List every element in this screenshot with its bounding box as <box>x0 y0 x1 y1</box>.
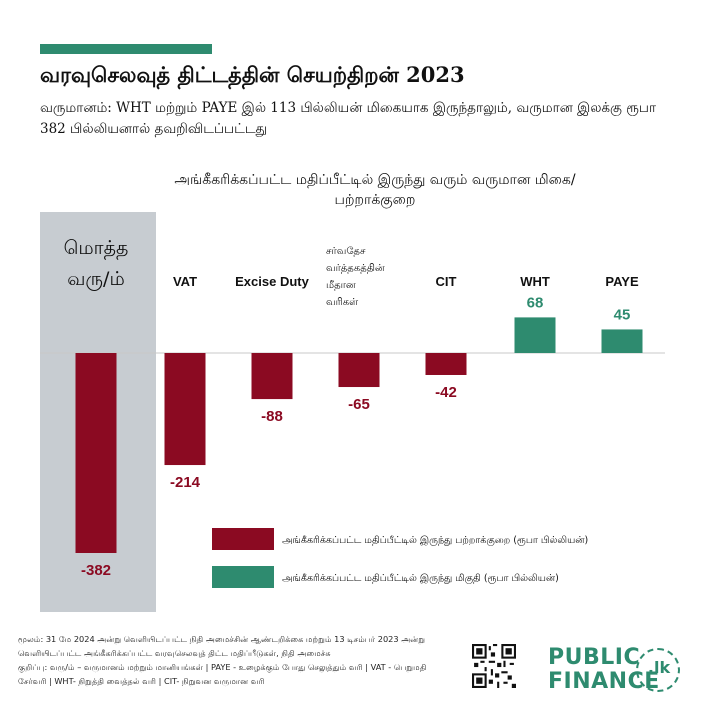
bar-1 <box>164 353 206 466</box>
category-label-1: VAT <box>173 274 197 289</box>
page-title: வரவுசெலவுத் திட்டத்தின் செயற்திறன் 2023 <box>40 62 465 87</box>
chart-title: அங்கீகரிக்கப்பட்ட மதிப்பீட்டில் இருந்து … <box>174 172 576 208</box>
category-label-5: WHT <box>520 274 550 289</box>
page-subtitle: வருமானம்: WHT மற்றும் PAYE இல் 113 பில்ல… <box>40 100 657 137</box>
value-label-6: 45 <box>614 306 631 323</box>
bar-2 <box>251 353 293 400</box>
category-label-0-0: மொத்த <box>64 237 129 260</box>
accent-bar <box>40 44 212 54</box>
category-label-3-1: வர்த்தகத்தின் <box>326 263 385 274</box>
value-label-2: -88 <box>261 408 283 425</box>
bar-6 <box>601 329 643 353</box>
abbreviation-note: குறிப்பு: வரு/ம் – வருமானம் மற்றும் மானி… <box>18 662 427 686</box>
category-label-6: PAYE <box>605 274 639 289</box>
category-label-3-0: சர்வதேச <box>326 246 366 257</box>
bar-5 <box>514 317 556 353</box>
legend-swatch-1 <box>212 566 274 588</box>
value-label-3: -65 <box>348 396 370 413</box>
legend-label-0: அங்கீகரிக்கப்பட்ட மதிப்பீட்டில் இருந்து … <box>282 535 588 547</box>
value-label-1: -214 <box>170 474 201 491</box>
brand-circle-icon <box>636 648 680 692</box>
brand-line1: PUBLIC <box>548 645 641 670</box>
legend-label-1: அங்கீகரிக்கப்பட்ட மதிப்பீட்டில் இருந்து … <box>282 573 559 585</box>
value-label-0: -382 <box>81 562 111 579</box>
category-label-4: CIT <box>436 274 457 289</box>
bar-0 <box>75 353 117 553</box>
footer-notes: மூலம்: 31 மே 2024 அன்று வெளியிடப்பட்ட நி… <box>18 632 448 688</box>
bar-3 <box>338 353 380 388</box>
value-label-4: -42 <box>435 384 457 401</box>
qr-code-icon <box>472 644 516 688</box>
brand-suffix: .lk <box>647 658 671 677</box>
bar-4 <box>425 353 467 375</box>
category-label-3-2: மீதான <box>326 280 356 291</box>
category-label-3-3: வரிகள் <box>326 297 358 308</box>
brand-logo: PUBLIC FINANCE <box>548 646 660 694</box>
category-label-0-1: வரு/ம் <box>67 268 124 291</box>
value-label-5: 68 <box>527 294 544 311</box>
source-note: மூலம்: 31 மே 2024 அன்று வெளியிடப்பட்ட நி… <box>18 634 426 658</box>
legend-swatch-0 <box>212 528 274 550</box>
category-label-2: Excise Duty <box>235 274 309 289</box>
